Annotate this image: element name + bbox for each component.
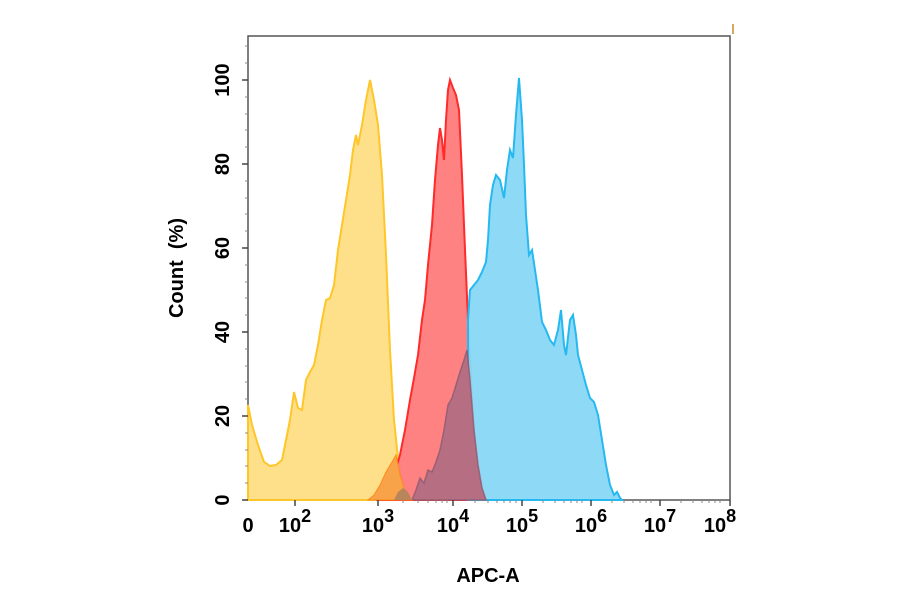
x-tick-1e8: 108: [704, 506, 736, 537]
x-minor-ticks: [402, 500, 721, 503]
y-tick-40: 40: [212, 321, 234, 343]
y-minor-ticks: [245, 45, 248, 484]
y-tick-100: 100: [212, 63, 234, 96]
x-tick-1e3: 103: [362, 506, 394, 537]
x-axis: [294, 500, 731, 506]
dark-overlay-histogram: [410, 349, 488, 501]
y-tick-0: 0: [212, 494, 234, 505]
brown-overlap-hatch: [394, 488, 412, 500]
y-axis: [242, 79, 248, 501]
x-tick-1e6: 106: [575, 506, 607, 537]
blue-histogram: [467, 77, 625, 501]
x-tick-0: 0: [242, 515, 253, 537]
y-tick-60: 60: [212, 237, 234, 259]
x-tick-labels: 0 102 103 104 105 106 107 108: [242, 506, 736, 537]
x-tick-1e4: 104: [437, 506, 469, 537]
x-tick-1e7: 107: [644, 506, 676, 537]
x-tick-1e5: 105: [506, 506, 538, 537]
x-axis-title: APC-A: [456, 565, 519, 587]
y-tick-labels: 0 20 40 60 80 100: [212, 63, 234, 505]
y-tick-80: 80: [212, 153, 234, 175]
y-tick-20: 20: [212, 405, 234, 427]
y-axis-title: Count (%): [166, 218, 188, 318]
yellow-histogram: [247, 79, 414, 501]
x-tick-1e2: 102: [279, 506, 311, 537]
